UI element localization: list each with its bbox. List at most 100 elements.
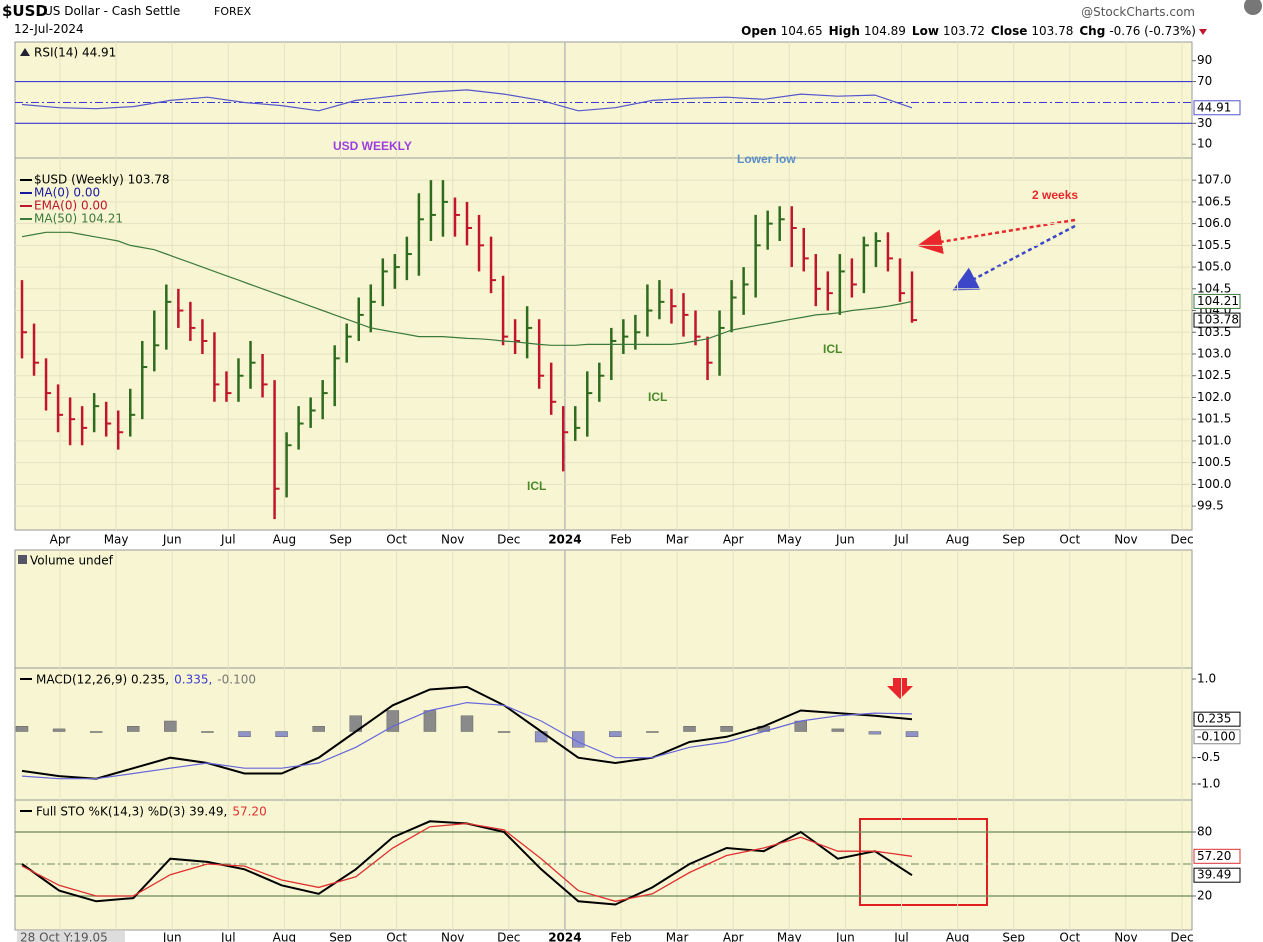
histogram-bar [127,726,140,732]
annotation: ICL [823,342,842,356]
y-tick-label: 100.0 [1197,477,1231,491]
x-tick-label: Jul [220,533,235,547]
date: 12-Jul-2024 [14,22,84,36]
y-tick-label: 103.0 [1197,346,1231,360]
x-tick-label: May [104,533,129,547]
x-tick-label: Oct [1059,533,1080,547]
rsi-panel [14,41,1193,159]
histogram-bar [460,715,474,732]
legend-icon [20,48,30,56]
histogram-bar [15,726,29,732]
arrow [917,218,1076,255]
x-tick-label: Apr [723,533,744,547]
icon [1244,0,1262,15]
crosshair-label: 28 Oct Y:19.05 [20,931,108,942]
y-tick-label: 104.5 [1197,281,1231,295]
y-tick-label: 20 [1197,888,1212,902]
legend-text: -0.100 [217,673,256,687]
legend-text: MACD(12,26,9) 0.235, [36,673,169,687]
annotation: ICL [648,390,667,404]
x-tick-label: 2024 [548,533,581,547]
y-tick-label: 103.5 [1197,325,1231,339]
last-value-label: -0.100 [1197,729,1236,743]
x-tick-label: Aug [273,931,296,942]
y-tick-label: 101.0 [1197,433,1231,447]
legend-text: 0.335, [174,673,212,687]
legend-text: MA(0) 0.00 [34,186,100,200]
histogram-bar [905,731,919,738]
series-line [21,685,913,780]
histogram-bar [238,731,251,738]
sto-panel [14,799,1193,931]
histogram-bar [386,710,400,732]
quote-value: 103.72 [942,24,985,38]
x-tick-label: Feb [610,931,631,942]
last-value-label: 57.20 [1197,849,1231,863]
last-value-box [1193,312,1241,328]
histogram-bar [89,731,103,733]
x-tick-label: Jul [893,931,908,942]
x-tick-label: May [777,931,802,942]
histogram-bar [201,731,214,733]
legend-text: 57.20 [232,805,266,819]
symbol: $USD [2,2,48,20]
quote: Open 104.65 High 104.89 Low 103.72 Close 103.78… [735,24,1207,38]
y-tick-label: 30 [1197,116,1212,130]
last-value-box [1193,100,1241,116]
last-value-box [1193,867,1241,883]
y-tick-label: 80 [1197,824,1212,838]
annotation: ICL [527,479,546,493]
panels [14,41,1193,931]
x-tick-label: Dec [497,931,520,942]
x-tick-label: Nov [441,533,464,547]
x-tick-label: Aug [946,533,969,547]
x-tick-label: Nov [1114,931,1137,942]
series-line [21,231,913,346]
histogram-bar [312,726,325,732]
last-value-label: 44.91 [1197,100,1231,114]
x-tick-label: Aug [273,533,296,547]
x-tick-label: Sep [1002,533,1025,547]
histogram-bar [609,731,622,738]
exchange: FOREX [214,5,252,18]
x-tick-label: Nov [1114,533,1137,547]
x-tick-label: Mar [666,533,689,547]
quote-label: Open [741,24,777,38]
source: @StockCharts.com [1081,5,1195,19]
down-arrow [887,678,913,699]
x-tick-label: Feb [610,533,631,547]
arrow [952,224,1076,291]
histogram-bar [646,731,659,733]
x-tick-label: Jun [162,533,182,547]
y-tick-label: 106.5 [1197,194,1231,208]
x-tick-label: Apr [723,931,744,942]
last-value-box [1193,729,1241,745]
quote-label: Low [911,24,939,38]
macd-panel [14,667,1193,801]
y-tick-label: 10 [1197,137,1212,151]
legend-text: MA(50) 104.21 [34,212,123,226]
x-tick-label: Dec [1170,533,1193,547]
y-tick-label: 101.5 [1197,412,1231,426]
annotation: USD WEEKLY [333,139,412,153]
header: $USD US Dollar - Cash Settle FOREX 12-Ju… [0,0,1263,42]
last-value-box [1193,711,1241,727]
last-value-label: 39.49 [1197,868,1231,882]
y-tick-label: 1.0 [1197,672,1216,686]
last-value-label: 104.21 [1197,294,1239,308]
series-line [21,89,913,112]
y-tick-label: 90 [1197,53,1212,67]
annotation: Lower low [737,152,796,166]
quote-value: 103.78 [1031,24,1074,38]
histogram-bar [831,728,845,732]
quote-label: Chg [1079,24,1106,38]
last-value-box [1193,848,1241,864]
y-tick-label: 105.0 [1197,260,1231,274]
x-tick-label: Dec [497,533,520,547]
x-tick-label: Mar [666,931,689,942]
x-tick-label: Jul [220,931,235,942]
quote-value: 104.65 [780,24,823,38]
y-tick-label: 70 [1197,74,1212,88]
legend-text: EMA(0) 0.00 [34,199,108,213]
